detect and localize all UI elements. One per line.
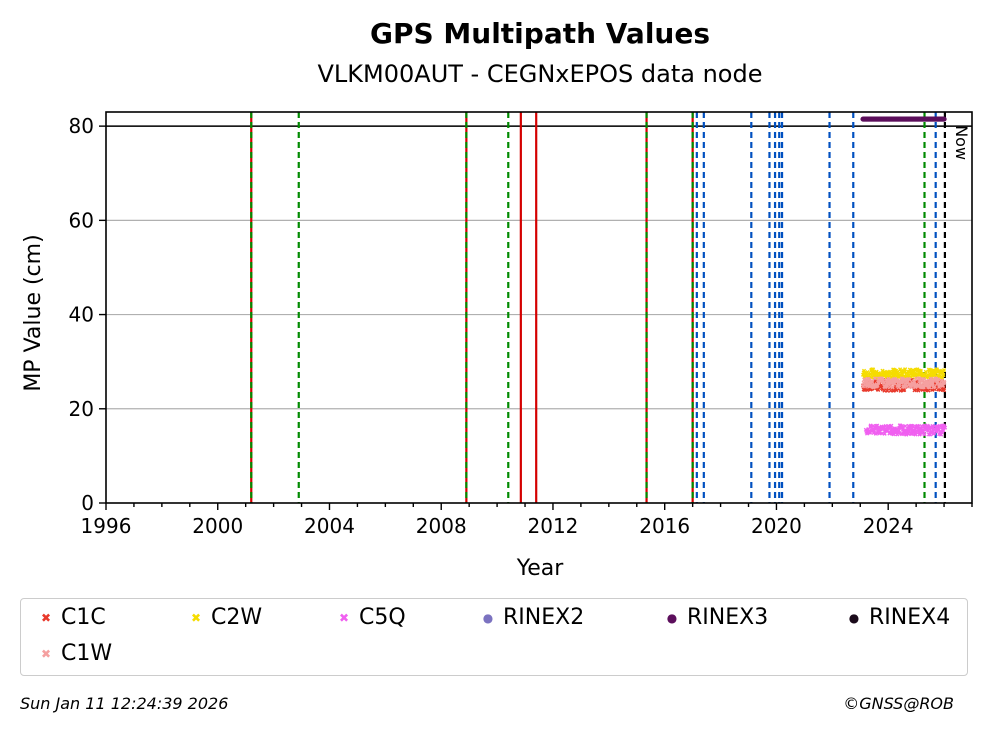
data-point [918,368,923,374]
plot-area: Now 1996 2000 2004 2008 2012 2016 2020 2024 0 20 40… [69,111,973,538]
data-point [885,383,890,388]
footer-credit: ©GNSS@ROB [843,694,954,713]
now-label: Now [952,125,971,160]
series-c5q [863,423,948,437]
data-point [942,425,948,430]
multipath-chart: GPS Multipath Values VLKM00AUT - CEGNxEP… [21,17,973,581]
data-point [927,385,932,390]
data-point [903,424,908,429]
legend-item-c1c: ✖ C1C [31,605,106,630]
legend-label-c1c: C1C [61,605,106,630]
data-point [890,385,895,390]
data-point [875,383,880,388]
plot-frame [105,111,973,504]
legend-item-c1w: ✖ C1W [31,641,112,666]
y-tick-label: 0 [81,491,94,515]
data-point [876,387,881,392]
data-point [921,385,926,390]
data-point [913,429,919,434]
y-tick-label: 20 [69,397,94,421]
data-point [930,381,935,386]
legend-label-rinex4: RINEX4 [869,605,951,630]
data-point [923,369,928,374]
legend-item-rinex3: ● RINEX3 [657,605,768,630]
legend-marker-rinex2: ● [482,610,494,625]
data-point [941,372,946,378]
legend-marker-c1c: ✖ [40,610,52,625]
data-point [936,377,941,382]
data-point [932,384,937,389]
x-tick-label: 2012 [528,514,579,538]
series-rinex3 [860,116,947,122]
legend-marker-c1w: ✖ [40,646,52,661]
x-axis-label: Year [516,556,565,581]
data-point [941,367,947,373]
data-point [901,388,906,393]
legend-label-c2w: C2W [211,605,263,630]
footer-timestamp: Sun Jan 11 12:24:39 2026 [20,694,229,713]
y-axis-label: MP Value (cm) [21,234,46,391]
data-point [882,431,887,436]
legend-item-rinex4: ● RINEX4 [839,605,950,630]
data-point [922,432,927,437]
y-tick-label: 80 [69,114,94,138]
data-point [896,430,901,436]
legend-marker-c5q: ✖ [338,610,350,625]
legend-label-rinex2: RINEX2 [503,605,585,630]
legend: ✖ C1C ✖ C2W ✖ C5Q ● RINEX2 ● RINEX3 ● RI… [20,598,968,676]
data-point [868,371,873,377]
x-tick-label: 1996 [81,514,132,538]
data-point [903,367,908,372]
data-point [872,376,878,381]
data-point [941,379,947,384]
x-tick-label: 2008 [416,514,467,538]
data-point [936,426,941,432]
data-point [932,372,937,377]
data-point [921,429,926,434]
data-point [871,367,876,373]
legend-item-rinex2: ● RINEX2 [473,605,584,630]
y-tick-label: 60 [69,208,94,232]
x-tick-label: 2004 [304,514,355,538]
data-point [941,428,946,433]
data-point [940,383,945,388]
legend-label-c1w: C1W [61,641,113,666]
x-tick-label: 2000 [192,514,243,538]
data-point [898,388,903,393]
data-point [940,370,945,375]
chart-subtitle: VLKM00AUT - CEGNxEPOS data node [318,60,763,88]
y-tick-label: 40 [69,303,94,327]
data-point [941,388,947,393]
data-point [929,378,934,384]
data-point [869,378,874,384]
legend-item-c5q: ✖ C5Q [329,605,406,630]
data-point [907,377,912,382]
data-point [889,423,894,428]
x-tick-label: 2024 [863,514,914,538]
legend-marker-rinex3: ● [666,610,678,625]
legend-marker-rinex4: ● [848,610,860,625]
data-point [913,432,918,437]
data-point [941,116,947,122]
legend-label-rinex3: RINEX3 [687,605,769,630]
data-point [938,432,944,437]
legend-label-c5q: C5Q [359,605,406,630]
data-point [904,370,909,375]
x-tick-label: 2020 [751,514,802,538]
data-point [885,388,890,393]
data-point [940,375,945,380]
legend-marker-c2w: ✖ [190,610,202,625]
legend-item-c2w: ✖ C2W [181,605,262,630]
x-tick-label: 2016 [639,514,690,538]
data-point [934,367,939,372]
chart-title: GPS Multipath Values [370,17,710,50]
series-c1w [860,376,947,390]
